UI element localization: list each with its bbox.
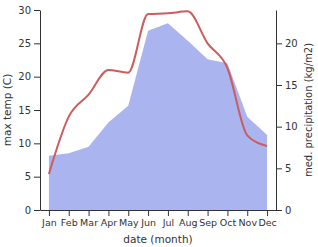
tick-label: 15 [285,80,298,91]
tick-label: Sep [199,217,217,228]
y2-tick: 5 [276,163,291,174]
tick-mark [247,210,248,216]
tick-mark [108,210,109,216]
tick-label: 5 [25,171,31,182]
y-tick: 30 [18,5,40,16]
y2-tick: 10 [276,121,298,132]
y2-axis: 0 5 10 15 20 [276,11,298,216]
x-tick: Apr [101,210,118,228]
chart: 0 5 10 15 20 25 30 0 5 10 15 20 Jan FebMarAprMayJun Ju… [0,0,318,247]
tick-mark [69,210,70,216]
x-tick: Mar [80,210,98,228]
tick-label: 10 [18,138,31,149]
plot: 0 5 10 15 20 25 30 0 5 10 15 20 Jan FebMarAprMayJun Ju… [18,5,297,228]
tick-label: Oct [220,217,237,228]
x-tick: Jul [162,210,174,228]
axis-line [40,11,41,211]
x-tick: Aug [179,210,198,228]
x-tick: Sep [199,210,217,228]
tick-label: 30 [18,5,31,16]
tick-mark [34,177,40,178]
tick-label: Mar [80,217,98,228]
tick-label: Feb [61,217,78,228]
y-axis-title: max temp (C) [1,74,13,147]
y-axis: 0 5 10 15 20 25 30 [18,5,40,216]
tick-mark [276,127,282,128]
y-tick: 25 [18,38,40,49]
tick-mark [267,210,268,216]
x-tick: Jan [41,210,57,228]
tick-mark [276,85,282,86]
tick-label: 15 [18,105,31,116]
tick-label: 0 [285,205,291,216]
x-tick: Feb [61,210,78,228]
x-tick: May [119,210,139,228]
tick-mark [128,210,129,216]
tick-mark [276,43,282,44]
tick-mark [89,210,90,216]
tick-label: 10 [285,121,298,132]
tick-mark [276,168,282,169]
tick-label: 0 [25,205,31,216]
tick-mark [227,210,228,216]
marks [49,11,267,210]
tick-label: 20 [285,38,298,49]
y-tick: 10 [18,138,40,149]
axis-line [276,11,277,211]
x-axis: Jan FebMarAprMayJun Jul AugSepOctNovDec [41,210,277,228]
x-tick: Nov [238,210,257,228]
x-tick: Jun [140,210,156,228]
y-tick: 20 [18,71,40,82]
y2-axis-title: med. precipitation (kg/m2) [303,43,314,177]
y2-tick: 15 [276,80,298,91]
tick-label: 20 [18,71,31,82]
tick-mark [276,210,282,211]
y-tick: 5 [25,171,40,182]
y2-tick: 20 [276,38,298,49]
tick-label: Nov [238,217,257,228]
x-tick: Dec [258,210,276,228]
tick-label: 5 [285,163,291,174]
tick-label: Jun [140,217,156,228]
tick-mark [49,210,50,216]
tick-mark [208,210,209,216]
tick-mark [148,210,149,216]
tick-mark [188,210,189,216]
axis-line [41,210,277,211]
y2-tick: 0 [276,205,291,216]
tick-label: Jul [162,217,174,228]
tick-mark [34,43,40,44]
x-axis-title: date (month) [123,233,192,245]
tick-mark [34,110,40,111]
y-tick: 0 [25,205,40,216]
precipitation-area [49,23,267,210]
tick-label: Aug [179,217,198,228]
tick-label: Apr [101,217,118,228]
tick-label: Jan [41,217,57,228]
temperature-line [49,11,267,174]
tick-mark [34,210,40,211]
tick-mark [34,143,40,144]
tick-label: 25 [18,38,31,49]
x-tick: Oct [220,210,237,228]
tick-label: May [119,217,139,228]
tick-mark [34,10,40,11]
tick-mark [34,77,40,78]
tick-mark [168,210,169,216]
y-tick: 15 [18,105,40,116]
tick-label: Dec [258,217,276,228]
